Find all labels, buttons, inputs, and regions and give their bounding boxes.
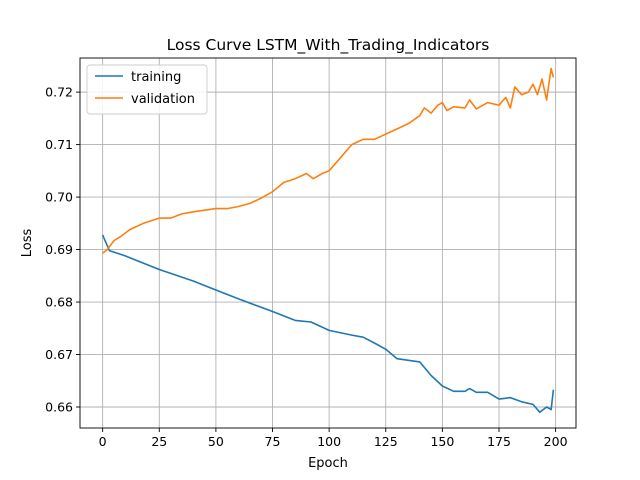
x-tick-label: 25: [151, 434, 167, 449]
series-lines: [101, 67, 555, 414]
y-tick-label: 0.70: [45, 190, 73, 205]
legend-box: [86, 64, 208, 115]
legend: training validation: [86, 64, 208, 115]
x-tick-label: 175: [487, 434, 511, 449]
x-tick-label: 200: [544, 434, 568, 449]
validation-line: [102, 67, 555, 254]
plot-frame: [79, 57, 577, 429]
grid: [80, 58, 576, 428]
chart-title: Loss Curve LSTM_With_Trading_Indicators: [167, 36, 490, 55]
x-tick-label: 0: [99, 434, 107, 449]
y-tick-label: 0.66: [45, 400, 73, 415]
x-tick-label: 50: [208, 434, 224, 449]
x-tick-label: 125: [374, 434, 398, 449]
y-tick-label: 0.69: [45, 242, 73, 257]
legend-label-training: training: [131, 70, 181, 85]
y-tick-label: 0.71: [45, 137, 73, 152]
y-tick-label: 0.67: [45, 347, 73, 362]
y-tick-label: 0.72: [45, 85, 73, 100]
axis-ticks: 0 25 50 75 100 125 150 175 200 0.66 0.67 0.68 0.69 0.…: [45, 85, 567, 449]
legend-label-validation: validation: [131, 92, 195, 107]
x-tick-label: 75: [265, 434, 281, 449]
y-axis-title: Loss: [20, 229, 35, 258]
training-line: [101, 234, 555, 414]
x-axis-title: Epoch: [308, 456, 348, 471]
x-tick-label: 100: [317, 434, 341, 449]
y-tick-label: 0.68: [45, 295, 73, 310]
x-tick-label: 150: [430, 434, 454, 449]
